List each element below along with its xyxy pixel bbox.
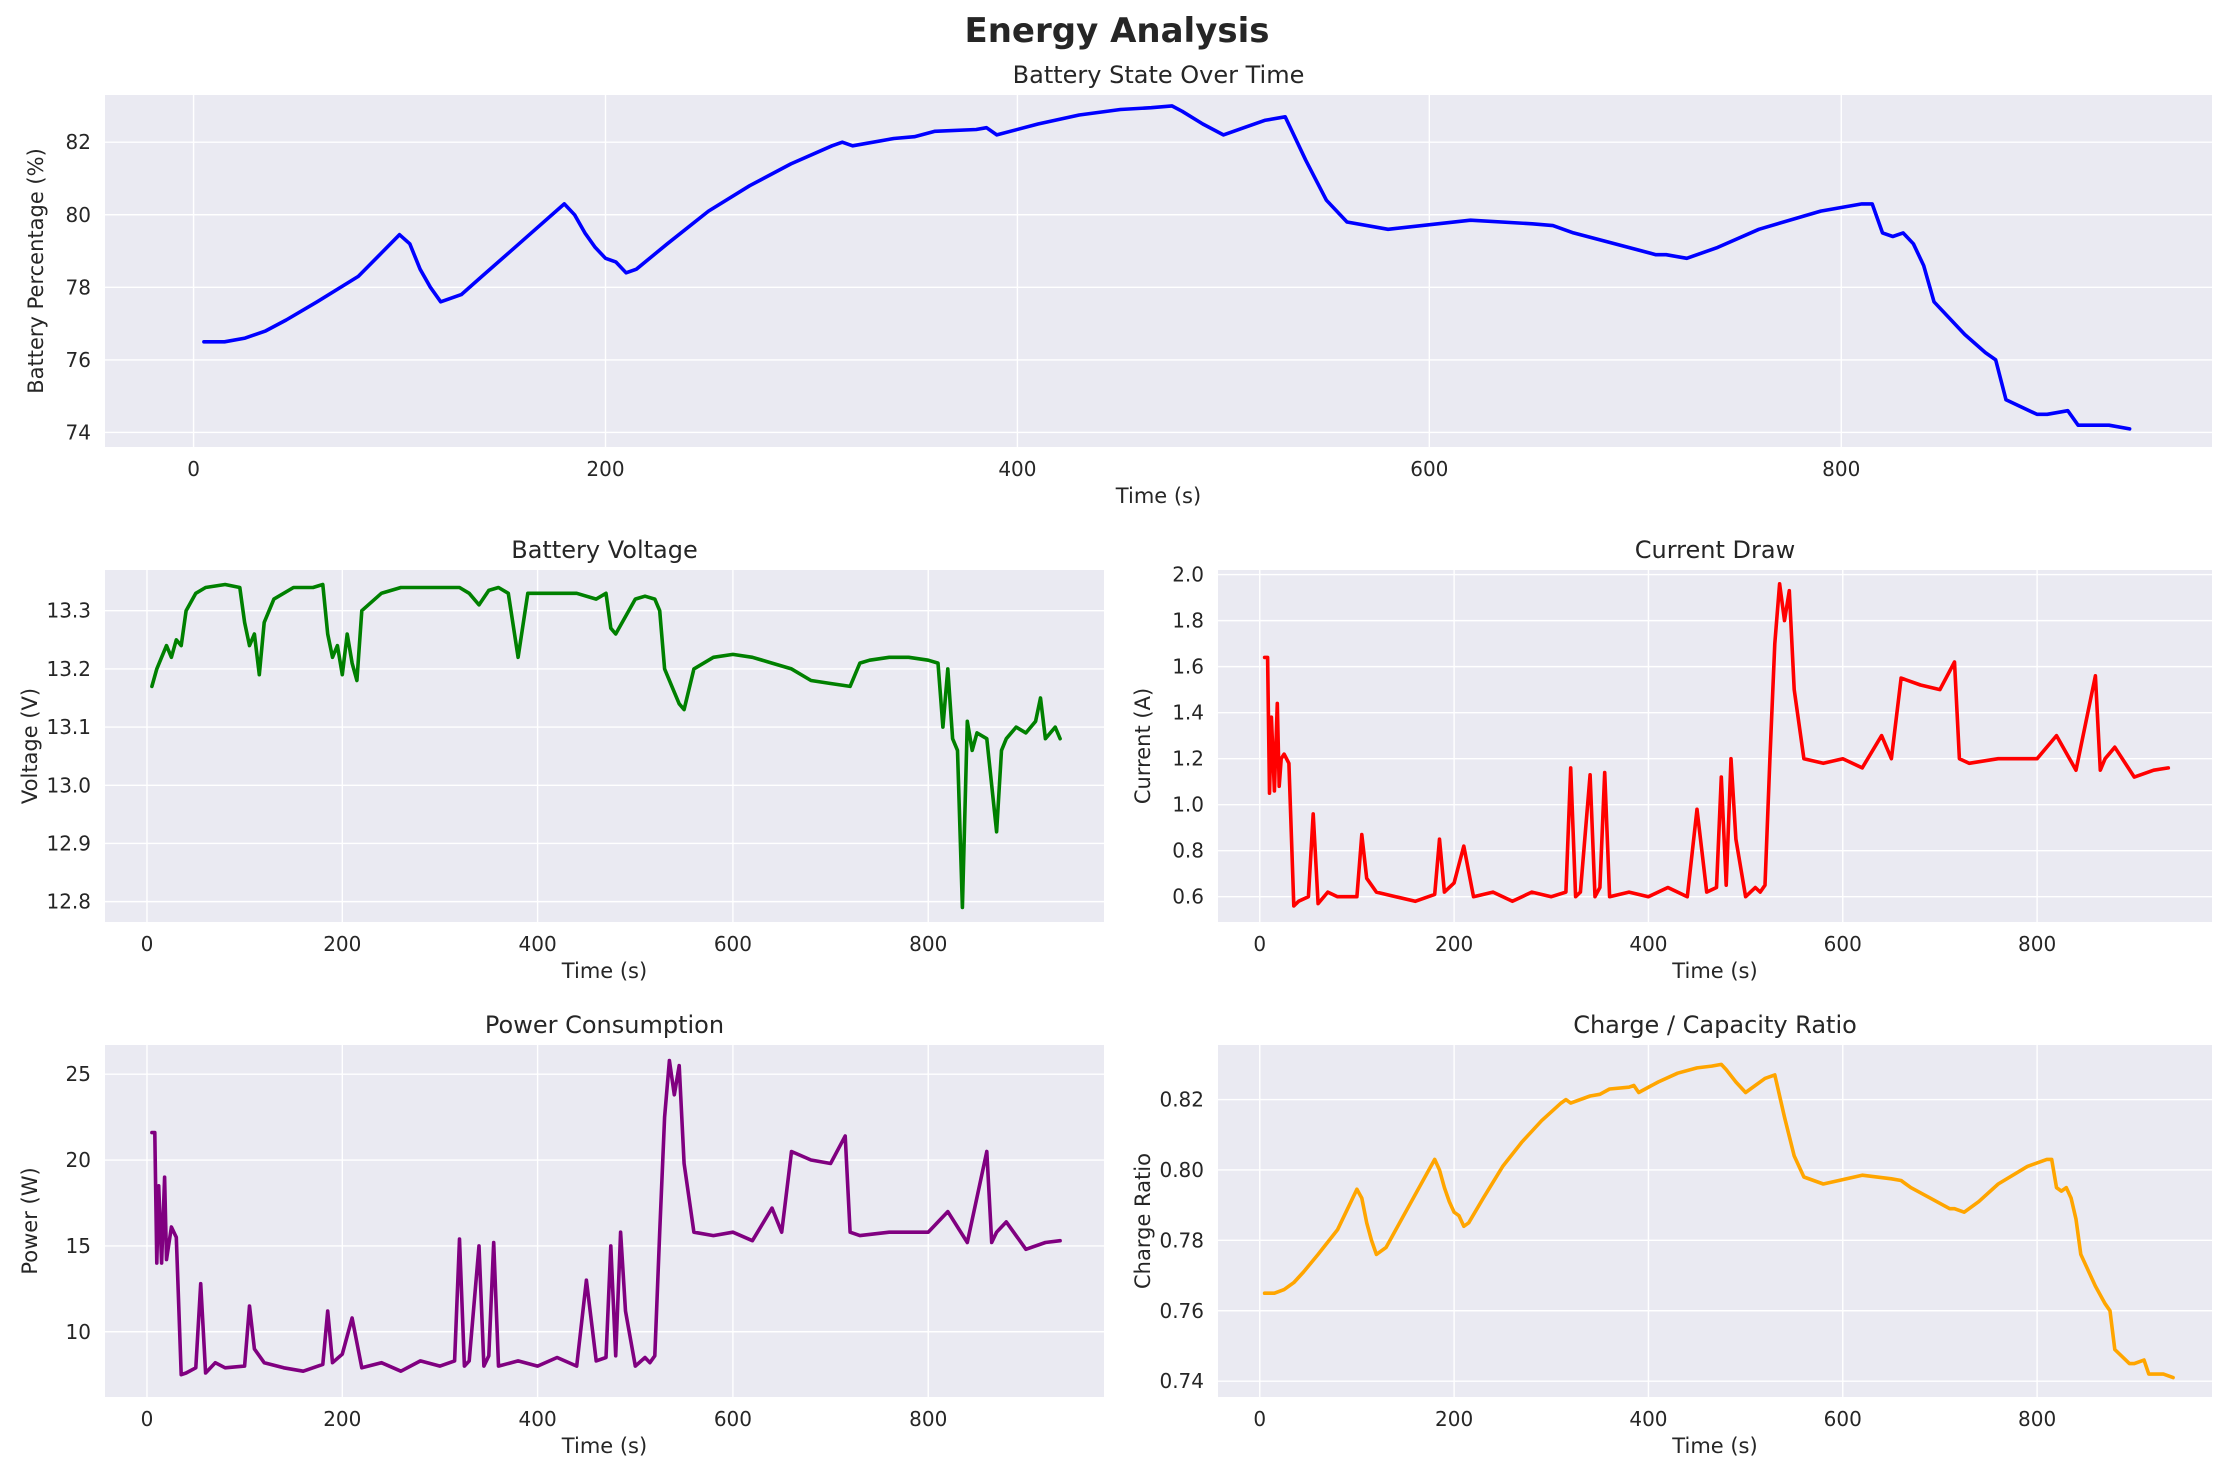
y-tick-label: 10 [66, 1320, 91, 1344]
x-tick-label: 800 [909, 1407, 947, 1431]
chart-title: Battery State Over Time [1013, 61, 1305, 89]
y-tick-label: 25 [66, 1062, 91, 1086]
y-axis-label: Charge Ratio [1131, 1153, 1155, 1289]
y-axis-label: Current (A) [1131, 688, 1155, 804]
y-tick-label: 12.8 [46, 890, 91, 914]
y-tick-label: 0.82 [1159, 1088, 1204, 1112]
x-tick-label: 600 [1410, 457, 1448, 481]
x-tick-label: 600 [714, 1407, 752, 1431]
y-tick-label: 1.6 [1172, 655, 1204, 679]
y-tick-label: 1.0 [1172, 793, 1204, 817]
x-tick-label: 400 [519, 932, 557, 956]
x-tick-label: 0 [187, 457, 200, 481]
y-tick-label: 0.78 [1159, 1228, 1204, 1252]
x-tick-label: 200 [323, 1407, 361, 1431]
series-line [1262, 1062, 2175, 1380]
x-tick-label: 800 [909, 932, 947, 956]
y-tick-label: 1.2 [1172, 747, 1204, 771]
y-tick-label: 13.3 [46, 599, 91, 623]
y-tick-label: 20 [66, 1148, 91, 1172]
x-tick-label: 200 [1435, 1407, 1473, 1431]
figure-title: Energy Analysis [964, 11, 1269, 51]
x-axis-label: Time (s) [561, 959, 647, 983]
x-tick-label: 200 [323, 932, 361, 956]
x-tick-label: 0 [141, 932, 154, 956]
y-tick-label: 76 [66, 348, 91, 372]
x-tick-label: 400 [1629, 1407, 1667, 1431]
charge-ratio-subplot: 0 200 400 600 800 0.74 0.76 0.78 0.80 0.82 Charge … [1131, 1011, 2212, 1458]
series-line [150, 1058, 1062, 1377]
battery-state-subplot: 0 200 400 600 800 74 76 78 80 82 Battery State Ove… [24, 61, 2212, 508]
battery-voltage-subplot: 0 200 400 600 800 12.8 12.9 13.0 13.1 13.2 13.3 Bat… [18, 536, 1104, 983]
y-axis-label: Battery Percentage (%) [24, 148, 48, 394]
y-tick-label: 13.2 [46, 657, 91, 681]
x-tick-label: 400 [519, 1407, 557, 1431]
y-tick-label: 78 [66, 275, 91, 299]
current-draw-subplot: 0 200 400 600 800 0.6 0.8 1.0 1.2 1.4 1.6 1.8 2.0 Cur… [1131, 536, 2212, 983]
y-tick-label: 1.8 [1172, 609, 1204, 633]
y-axis-label: Power (W) [18, 1167, 42, 1274]
x-tick-label: 200 [1435, 932, 1473, 956]
x-tick-label: 800 [1822, 457, 1860, 481]
x-tick-label: 400 [1629, 932, 1667, 956]
x-tick-label: 600 [1824, 932, 1862, 956]
x-tick-label: 800 [2018, 1407, 2056, 1431]
x-axis-label: Time (s) [1115, 484, 1201, 508]
x-tick-label: 600 [1824, 1407, 1862, 1431]
y-tick-label: 0.74 [1159, 1369, 1204, 1393]
y-tick-label: 82 [66, 130, 91, 154]
chart-title: Power Consumption [485, 1011, 724, 1039]
series-line [1262, 581, 2171, 908]
x-axis-label: Time (s) [1671, 959, 1757, 983]
plot-area [105, 95, 2212, 447]
y-tick-label: 2.0 [1172, 563, 1204, 587]
y-tick-label: 80 [66, 203, 91, 227]
chart-title: Current Draw [1635, 536, 1795, 564]
chart-title: Charge / Capacity Ratio [1573, 1011, 1857, 1039]
y-tick-label: 74 [66, 420, 91, 444]
y-tick-label: 15 [66, 1234, 91, 1258]
plot-area [1218, 1045, 2212, 1397]
y-tick-label: 0.6 [1172, 885, 1204, 909]
y-tick-label: 1.4 [1172, 701, 1204, 725]
x-axis-label: Time (s) [1671, 1434, 1757, 1458]
y-tick-label: 13.1 [46, 715, 91, 739]
y-axis-label: Voltage (V) [18, 688, 42, 804]
y-tick-label: 12.9 [46, 831, 91, 855]
x-tick-label: 200 [586, 457, 624, 481]
chart-title: Battery Voltage [511, 536, 697, 564]
x-tick-label: 0 [141, 1407, 154, 1431]
x-tick-label: 600 [714, 932, 752, 956]
x-tick-label: 400 [998, 457, 1036, 481]
x-axis-label: Time (s) [561, 1434, 647, 1458]
x-tick-label: 800 [2018, 932, 2056, 956]
y-tick-label: 0.80 [1159, 1158, 1204, 1182]
y-tick-label: 0.8 [1172, 839, 1204, 863]
series-line [202, 104, 2132, 431]
y-tick-label: 13.0 [46, 773, 91, 797]
x-tick-label: 0 [1253, 932, 1266, 956]
plot-area [105, 570, 1104, 922]
series-line [150, 582, 1062, 910]
power-consumption-subplot: 0 200 400 600 800 10 15 20 25 Power Consumption Ti… [18, 1011, 1104, 1458]
y-tick-label: 0.76 [1159, 1299, 1204, 1323]
x-tick-label: 0 [1253, 1407, 1266, 1431]
